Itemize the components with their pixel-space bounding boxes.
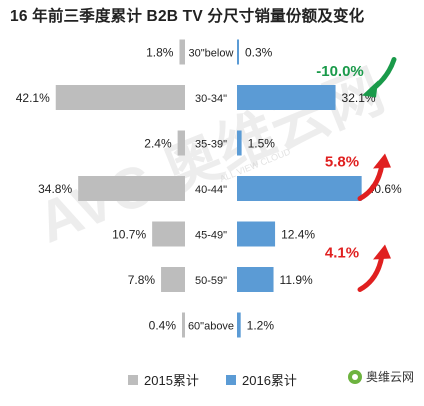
bar-2016 [237, 130, 242, 156]
category-tick-label: 35-39" [195, 139, 227, 151]
category-tick-label: 45-49" [195, 230, 227, 242]
bar-2015 [179, 39, 185, 65]
chart-title: 16 年前三季度累计 B2B TV 分尺寸销量份额及变化 [10, 8, 365, 25]
bar-2016 [237, 176, 362, 201]
data-label-2015: 0.4% [149, 319, 177, 333]
category-tick-label: 60"above [188, 321, 234, 333]
bar-2016 [237, 39, 239, 65]
annotation-label: 5.8% [325, 154, 359, 171]
annotation-arrowhead [373, 153, 391, 169]
category-tick-label: 30"below [189, 48, 234, 60]
data-label-2015: 34.8% [38, 182, 72, 196]
bar-2016 [237, 221, 276, 247]
data-label-2016: 11.9% [280, 273, 313, 287]
annotation-arrow [357, 253, 385, 292]
data-label-2015: 7.8% [128, 273, 156, 287]
bar-2016 [237, 267, 274, 292]
legend-item-2015: 2015累计 [128, 370, 199, 389]
bar-2015 [78, 176, 185, 201]
data-label-2016: 12.4% [281, 228, 315, 242]
bar-2015 [55, 85, 186, 110]
change-annotations: -10.0% 5.8% 4.1% [316, 57, 397, 292]
bar-2016 [237, 85, 336, 110]
bar-2015 [177, 130, 185, 156]
bar-2015 [152, 221, 185, 247]
category-tick-label: 30-34" [195, 93, 227, 105]
legend-label-2015: 2015累计 [144, 373, 199, 388]
category-tick-label: 50-59" [195, 275, 227, 287]
legend-swatch-2015 [128, 374, 138, 385]
series-2015-bars [55, 39, 186, 338]
data-label-2015: 2.4% [144, 137, 172, 151]
series-2016-bars [237, 39, 362, 338]
data-label-2015: 10.7% [112, 228, 146, 242]
data-label-2016: 1.2% [247, 319, 275, 333]
brand-logo-icon [347, 369, 362, 384]
legend: 2015累计 2016累计 [0, 368, 424, 392]
annotation-arrow [357, 162, 385, 201]
bar-2016 [237, 312, 241, 338]
legend-swatch-2016 [226, 374, 236, 385]
legend-label-2016: 2016累计 [242, 373, 297, 388]
data-label-2015: 1.8% [146, 46, 174, 60]
annotation-label: -10.0% [316, 63, 364, 80]
bar-2015 [182, 312, 185, 338]
brand-label: 奥维云网 [365, 370, 414, 384]
data-label-2015: 42.1% [16, 91, 50, 105]
data-label-2016: 0.3% [245, 46, 273, 60]
bar-2015 [161, 267, 185, 292]
legend-item-2016: 2016累计 [226, 370, 297, 389]
annotation-label: 4.1% [325, 245, 359, 262]
brand-footer: 奥维云网 [347, 368, 414, 385]
annotation-arrowhead [373, 244, 391, 260]
data-label-2016: 1.5% [248, 137, 276, 151]
category-tick-label: 40-44" [195, 184, 227, 196]
annotation-arrowhead [362, 80, 378, 98]
